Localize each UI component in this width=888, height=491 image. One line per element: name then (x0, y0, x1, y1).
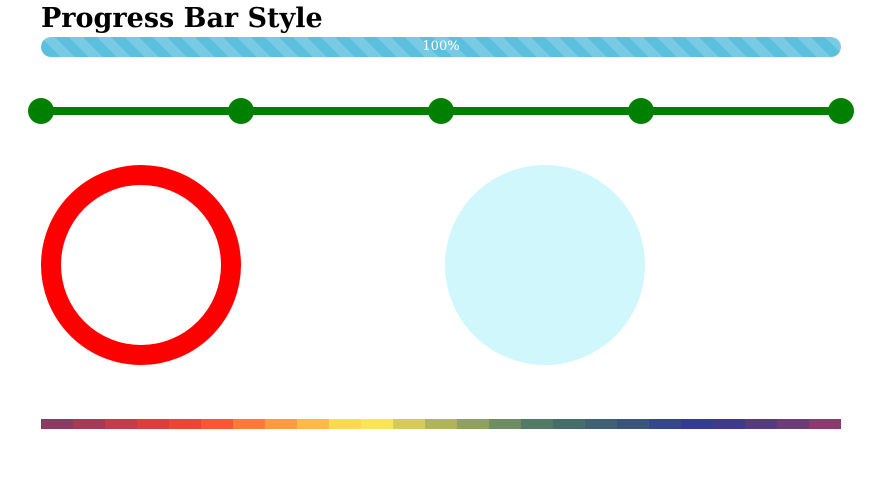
rainbow-segment (809, 419, 841, 429)
rainbow-segment (713, 419, 745, 429)
rainbow-segment (73, 419, 105, 429)
rainbow-segment (105, 419, 137, 429)
rainbow-segment (489, 419, 521, 429)
rainbow-segment (233, 419, 265, 429)
rainbow-segment (169, 419, 201, 429)
rainbow-segment (361, 419, 393, 429)
step-dot-5 (828, 98, 854, 124)
rainbow-segment (137, 419, 169, 429)
rainbow-progress-bar (41, 419, 841, 429)
rainbow-segment (521, 419, 553, 429)
ring-progress-arc (41, 165, 241, 365)
rainbow-segment (585, 419, 617, 429)
rainbow-segment (393, 419, 425, 429)
step-dot-4 (628, 98, 654, 124)
step-dot-3 (428, 98, 454, 124)
step-progress-bar (28, 98, 854, 124)
rainbow-segment (41, 419, 73, 429)
rainbow-segment (297, 419, 329, 429)
striped-progress-label: 100% (422, 39, 460, 54)
disc-progress (445, 165, 645, 365)
rainbow-segment (329, 419, 361, 429)
rainbow-segment (777, 419, 809, 429)
step-dot-1 (28, 98, 54, 124)
rainbow-segment (649, 419, 681, 429)
page-title: Progress Bar Style (41, 3, 323, 34)
striped-progress-fill: 100% (41, 37, 841, 57)
ring-progress (41, 165, 241, 365)
rainbow-segment (745, 419, 777, 429)
rainbow-segment (201, 419, 233, 429)
rainbow-segment (681, 419, 713, 429)
step-dot-2 (228, 98, 254, 124)
rainbow-segment (553, 419, 585, 429)
rainbow-segment (457, 419, 489, 429)
rainbow-segment (425, 419, 457, 429)
rainbow-segment (265, 419, 297, 429)
rainbow-segment (617, 419, 649, 429)
striped-progress-bar: 100% (41, 37, 841, 57)
